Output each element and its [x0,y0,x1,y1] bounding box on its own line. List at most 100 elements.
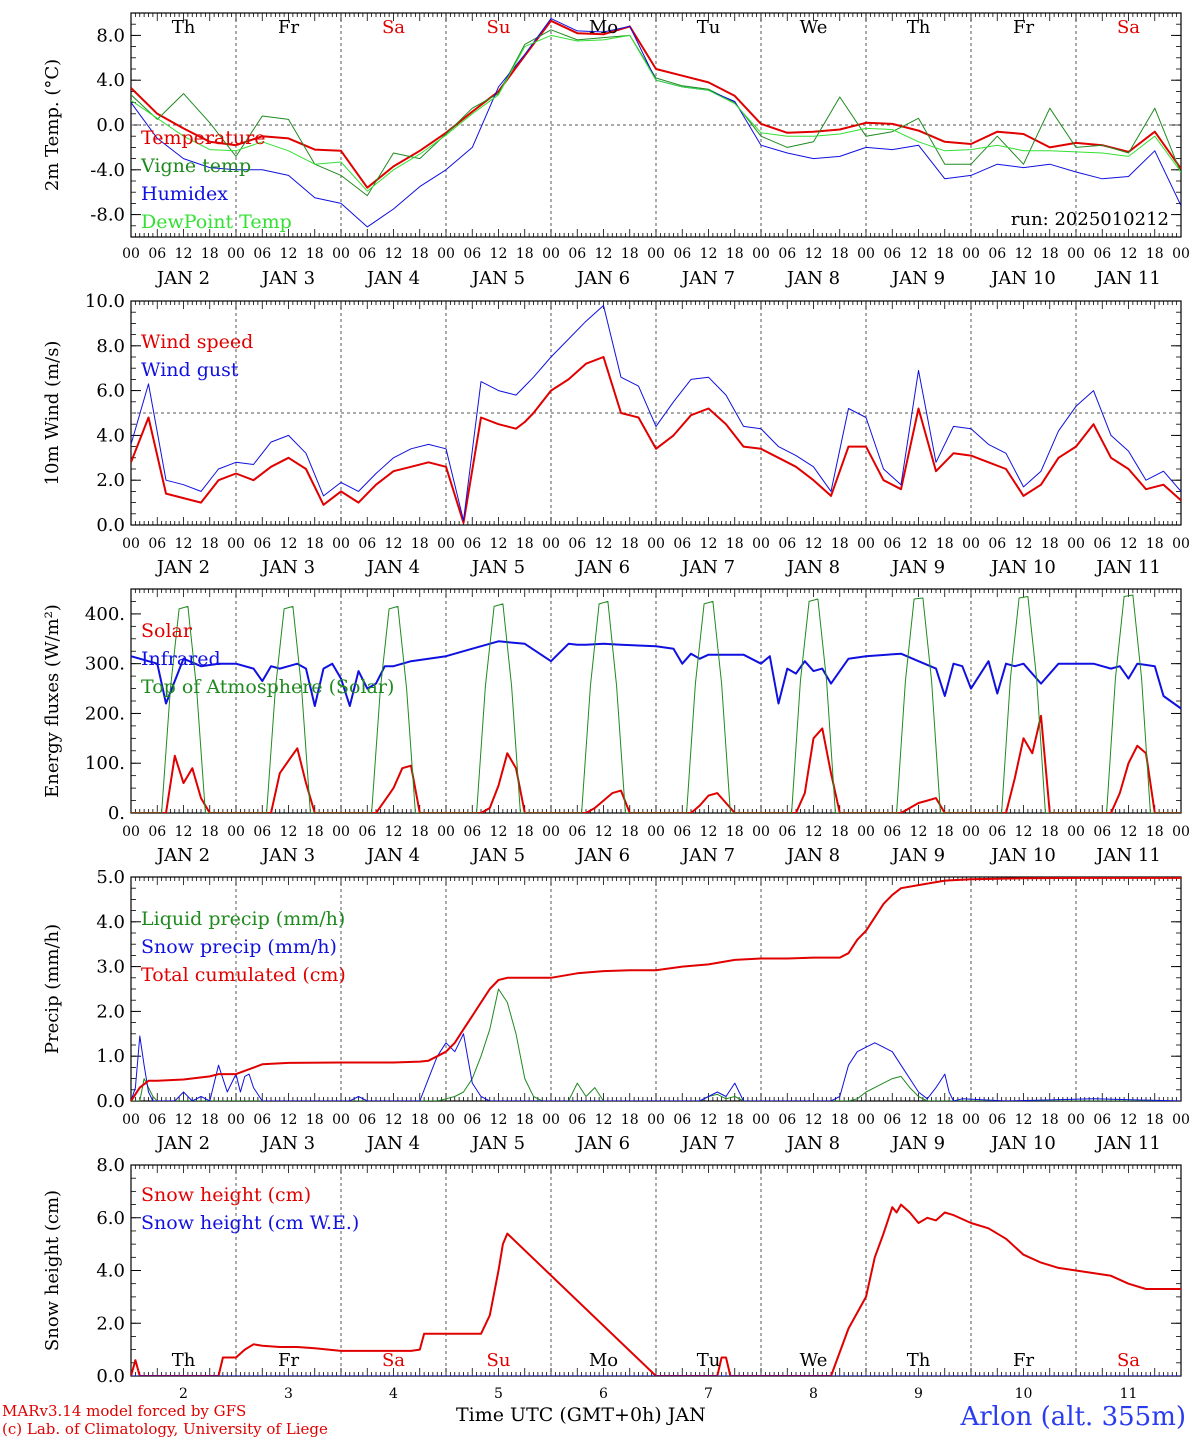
series-line-vigne-temp [131,29,1181,197]
legend-entry: Liquid precip (mm/h) [141,908,345,930]
panel-2: 0.0 2.0 4.0 6.0 8.0 10.0 10m Wind (m/s) Wind sp… [42,291,1190,578]
hour-tick-label: 06 [1093,824,1111,840]
series-line-temperature [131,19,1181,189]
y-tick-label: 8.0 [96,1155,125,1176]
hour-tick-label: 18 [621,536,639,552]
date-label: JAN 2 [155,268,210,289]
hour-tick-label: 18 [516,246,534,262]
hour-tick-label: 06 [778,824,796,840]
hour-tick-label: 00 [1172,824,1190,840]
hour-tick-label: 06 [988,824,1006,840]
hour-tick-label: 12 [700,246,718,262]
day-name: Fr [278,17,299,38]
hour-tick-label: 18 [621,1112,639,1128]
legend-entry: Solar [141,620,193,642]
hour-tick-label: 12 [490,824,508,840]
date-label: JAN 8 [785,1133,840,1154]
hour-tick-label: 18 [936,246,954,262]
hour-tick-label: 12 [280,824,298,840]
hour-tick-label: 06 [883,536,901,552]
series-line-infrared [131,640,1181,710]
hour-tick-label: 18 [1041,1112,1059,1128]
hour-tick-label: 00 [1067,536,1085,552]
hour-tick-label: 12 [805,824,823,840]
y-axis-label: Snow height (cm) [42,1190,63,1351]
series-line-snow-height-cm [131,1203,1181,1376]
hour-tick-label: 00 [437,1112,455,1128]
hour-tick-label: 18 [1146,246,1164,262]
day-number: 3 [284,1386,293,1402]
hour-tick-label: 06 [778,1112,796,1128]
hour-tick-label: 12 [280,1112,298,1128]
day-number: 2 [179,1386,188,1402]
hour-tick-label: 12 [1120,536,1138,552]
hour-tick-label: 18 [411,824,429,840]
y-axis-label: Energy fluxes (W/m²) [42,604,63,798]
station-label: Arlon (alt. 355m) [960,1402,1186,1432]
hour-tick-label: 00 [962,536,980,552]
date-label: JAN 9 [890,1133,945,1154]
hour-tick-label: 00 [1067,246,1085,262]
run-label: run: 2025010212 [1011,209,1169,230]
panel-5: 0.0 2.0 4.0 6.0 8.0 Snow height (cm) Snow heig… [42,1155,1182,1402]
hour-tick-label: 06 [988,1112,1006,1128]
date-label: JAN 9 [890,268,945,289]
hour-tick-label: 06 [253,536,271,552]
day-name: Sa [1117,1350,1140,1371]
date-label: JAN 4 [365,1133,420,1154]
hour-tick-label: 00 [1172,536,1190,552]
day-name: Fr [1013,17,1034,38]
date-label: JAN 8 [785,557,840,578]
day-number: 8 [809,1386,818,1402]
hour-tick-label: 18 [1041,824,1059,840]
hour-tick-label: 00 [542,824,560,840]
y-tick-label: 10.0 [85,291,125,312]
hour-tick-label: 06 [463,1112,481,1128]
hour-tick-label: 18 [831,536,849,552]
hour-tick-label: 18 [306,1112,324,1128]
y-tick-label: -4.0 [90,160,125,181]
date-label: JAN 6 [575,268,630,289]
y-tick-label: 4.0 [96,70,125,91]
hour-tick-label: 06 [883,246,901,262]
date-label: JAN 3 [260,557,315,578]
y-tick-label: 8.0 [96,336,125,357]
day-name: We [800,17,828,38]
hour-tick-label: 12 [1120,246,1138,262]
hour-tick-label: 00 [227,824,245,840]
hour-tick-label: 18 [1041,536,1059,552]
hour-tick-label: 12 [175,824,193,840]
hour-tick-label: 12 [1015,824,1033,840]
panel-4: 0.0 1.0 2.0 3.0 4.0 5.0 Precip (mm/h) Liquid pr… [42,867,1190,1154]
hour-tick-label: 06 [148,824,166,840]
legend-entry: Snow height (cm) [141,1184,311,1206]
y-tick-label: 0.0 [96,515,125,536]
y-tick-label: 400. [85,604,125,625]
date-label: JAN 10 [989,268,1056,289]
date-label: JAN 7 [680,845,735,866]
hour-tick-label: 06 [253,246,271,262]
hour-tick-label: 12 [385,246,403,262]
hour-tick-label: 06 [673,1112,691,1128]
date-label: JAN 5 [470,1133,525,1154]
date-label: JAN 10 [989,845,1056,866]
legend-entry: Snow height (cm W.E.) [141,1212,359,1234]
date-label: JAN 6 [575,1133,630,1154]
hour-tick-label: 00 [332,824,350,840]
hour-tick-label: 18 [411,536,429,552]
hour-tick-label: 06 [883,1112,901,1128]
hour-tick-label: 00 [227,536,245,552]
hour-tick-label: 18 [516,536,534,552]
series-line-wind-gust [131,305,1181,521]
y-tick-label: 0.0 [96,1366,125,1387]
series-line-dewpoint-temp [131,34,1181,192]
hour-tick-label: 06 [568,536,586,552]
hour-tick-label: 00 [227,1112,245,1128]
hour-tick-label: 06 [1093,536,1111,552]
hour-tick-label: 12 [595,536,613,552]
day-name: Th [172,1350,196,1371]
hour-tick-label: 12 [910,536,928,552]
date-label: JAN 11 [1094,1133,1161,1154]
y-tick-label: 6.0 [96,381,125,402]
y-tick-label: 200. [85,703,125,724]
